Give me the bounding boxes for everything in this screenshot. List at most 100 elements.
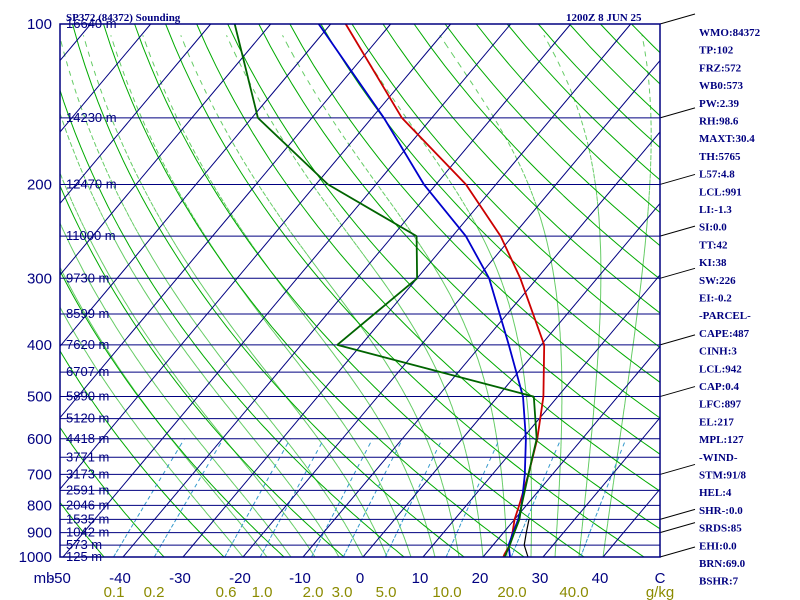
dry-adiabat-line — [227, 23, 661, 492]
dry-adiabat-line — [475, 23, 661, 213]
index-line: -PARCEL- — [699, 310, 751, 322]
wind-barb — [659, 13, 696, 25]
mixing-ratio-line — [153, 438, 224, 558]
temperature-tick-label: 0 — [356, 570, 364, 587]
height-label: 8599 m — [66, 306, 109, 321]
mixing-ratio-tick-label: 2.0 — [303, 584, 324, 600]
index-line: WB0:573 — [699, 80, 744, 92]
index-line: SW:226 — [699, 275, 736, 287]
temperature-tick-label: -30 — [169, 570, 191, 587]
isotherm-line — [542, 417, 661, 558]
isotherm-line — [59, 23, 452, 490]
index-line: MAXT:30.4 — [699, 133, 755, 145]
index-line: SHR-:0.0 — [699, 505, 743, 517]
mixing-ratio-tick-label: g/kg — [646, 584, 674, 600]
mixing-ratio-line — [510, 438, 562, 558]
isotherm-line — [59, 23, 272, 276]
wet-bulb-trace — [233, 23, 538, 558]
height-label: 2591 m — [66, 482, 109, 497]
stability-indices-panel: WMO:84372 TP:102 FRZ:572 WB0:573 PW:2.39 RH:9… — [699, 27, 761, 588]
isotherm-line — [59, 23, 152, 133]
wind-barb — [659, 546, 696, 558]
pressure-tick-label: 1000 — [19, 549, 52, 566]
height-label: 1535 m — [66, 511, 109, 526]
pressure-tick-label: 300 — [27, 270, 52, 287]
height-label: 2046 m — [66, 497, 109, 512]
isotherm-line — [59, 23, 392, 419]
dry-adiabat-line — [600, 23, 661, 85]
x-axis-label: mb — [34, 570, 55, 587]
dry-adiabat-line — [289, 23, 661, 419]
wind-barb — [659, 173, 696, 185]
wind-barb — [659, 334, 696, 346]
index-line: TP:102 — [699, 45, 734, 57]
pressure-tick-label: 200 — [27, 176, 52, 193]
index-line: STM:91/8 — [699, 470, 747, 482]
mixing-ratio-tick-label: 40.0 — [559, 584, 588, 600]
dry-adiabat-line — [382, 23, 661, 314]
height-label: 9730 m — [66, 270, 109, 285]
index-line: CAP:0.4 — [699, 381, 740, 393]
index-line: WMO:84372 — [699, 27, 761, 39]
mixing-ratio-tick-label: 1.0 — [252, 584, 273, 600]
wind-barb — [659, 463, 696, 475]
index-line: EL:217 — [699, 416, 734, 428]
dry-adiabats — [59, 23, 661, 558]
wind-barb — [659, 508, 696, 520]
isotherm-line — [242, 60, 661, 558]
plot-border — [59, 23, 661, 558]
dry-adiabat-line — [631, 23, 661, 53]
temperature-tick-label: 30 — [532, 570, 549, 587]
moist-adiabat-line — [142, 35, 436, 558]
index-line: BSHR:7 — [699, 576, 739, 588]
pressure-tick-label: 100 — [27, 16, 52, 33]
height-label: 573 m — [66, 537, 102, 552]
temperature-tick-label: -20 — [229, 570, 251, 587]
pressure-tick-label: 900 — [27, 525, 52, 542]
dry-adiabat-line — [569, 23, 661, 117]
isotherm-line — [362, 203, 661, 558]
isobars — [60, 23, 660, 558]
height-label: 14230 m — [66, 110, 117, 125]
index-line: CAPE:487 — [699, 328, 750, 340]
index-line: RH:98.6 — [699, 116, 739, 128]
height-label: 125 m — [66, 549, 102, 564]
dry-adiabat-line — [196, 23, 661, 530]
index-line: LCL:991 — [699, 186, 742, 198]
isotherm-line — [59, 23, 92, 61]
mixing-ratio-tick-label: 0.6 — [216, 584, 237, 600]
temperature-tick-label: -40 — [109, 570, 131, 587]
pressure-tick-label: 600 — [27, 431, 52, 448]
dry-adiabat-line — [506, 23, 661, 181]
isotherm-line — [602, 488, 661, 558]
isotherm-line — [122, 23, 572, 558]
height-label: 5890 m — [66, 389, 109, 404]
temperature-trace — [317, 23, 527, 558]
height-label: 12470 m — [66, 176, 117, 191]
index-line: L57:4.8 — [699, 169, 735, 181]
height-label: 11000 m — [66, 228, 116, 243]
isotherm-line — [182, 23, 632, 558]
isotherm-line — [62, 23, 512, 558]
index-line: KI:38 — [699, 257, 727, 269]
index-line: EHI:0.0 — [699, 540, 737, 552]
dewpoint-trace — [344, 23, 546, 558]
height-label: 5120 m — [66, 411, 109, 426]
height-label: 1042 m — [66, 525, 109, 540]
mixing-ratio-line — [113, 438, 185, 558]
index-line: EI:-0.2 — [699, 293, 732, 305]
wind-barb — [659, 522, 696, 534]
pressure-tick-label: 500 — [27, 389, 52, 406]
index-line: SI:0.0 — [699, 222, 727, 234]
isotherm-line — [59, 23, 332, 347]
mixing-ratio-line — [311, 438, 374, 558]
mixing-ratio-tick-label: 0.2 — [144, 584, 165, 600]
plot-frame — [59, 23, 661, 558]
dry-adiabat-line — [351, 23, 661, 348]
index-line: HEL:4 — [699, 487, 732, 499]
sounding-datetime: 1200Z 8 JUN 25 — [566, 12, 642, 24]
temperature-tick-label: C — [655, 570, 666, 587]
temperature-tick-label: 20 — [472, 570, 489, 587]
